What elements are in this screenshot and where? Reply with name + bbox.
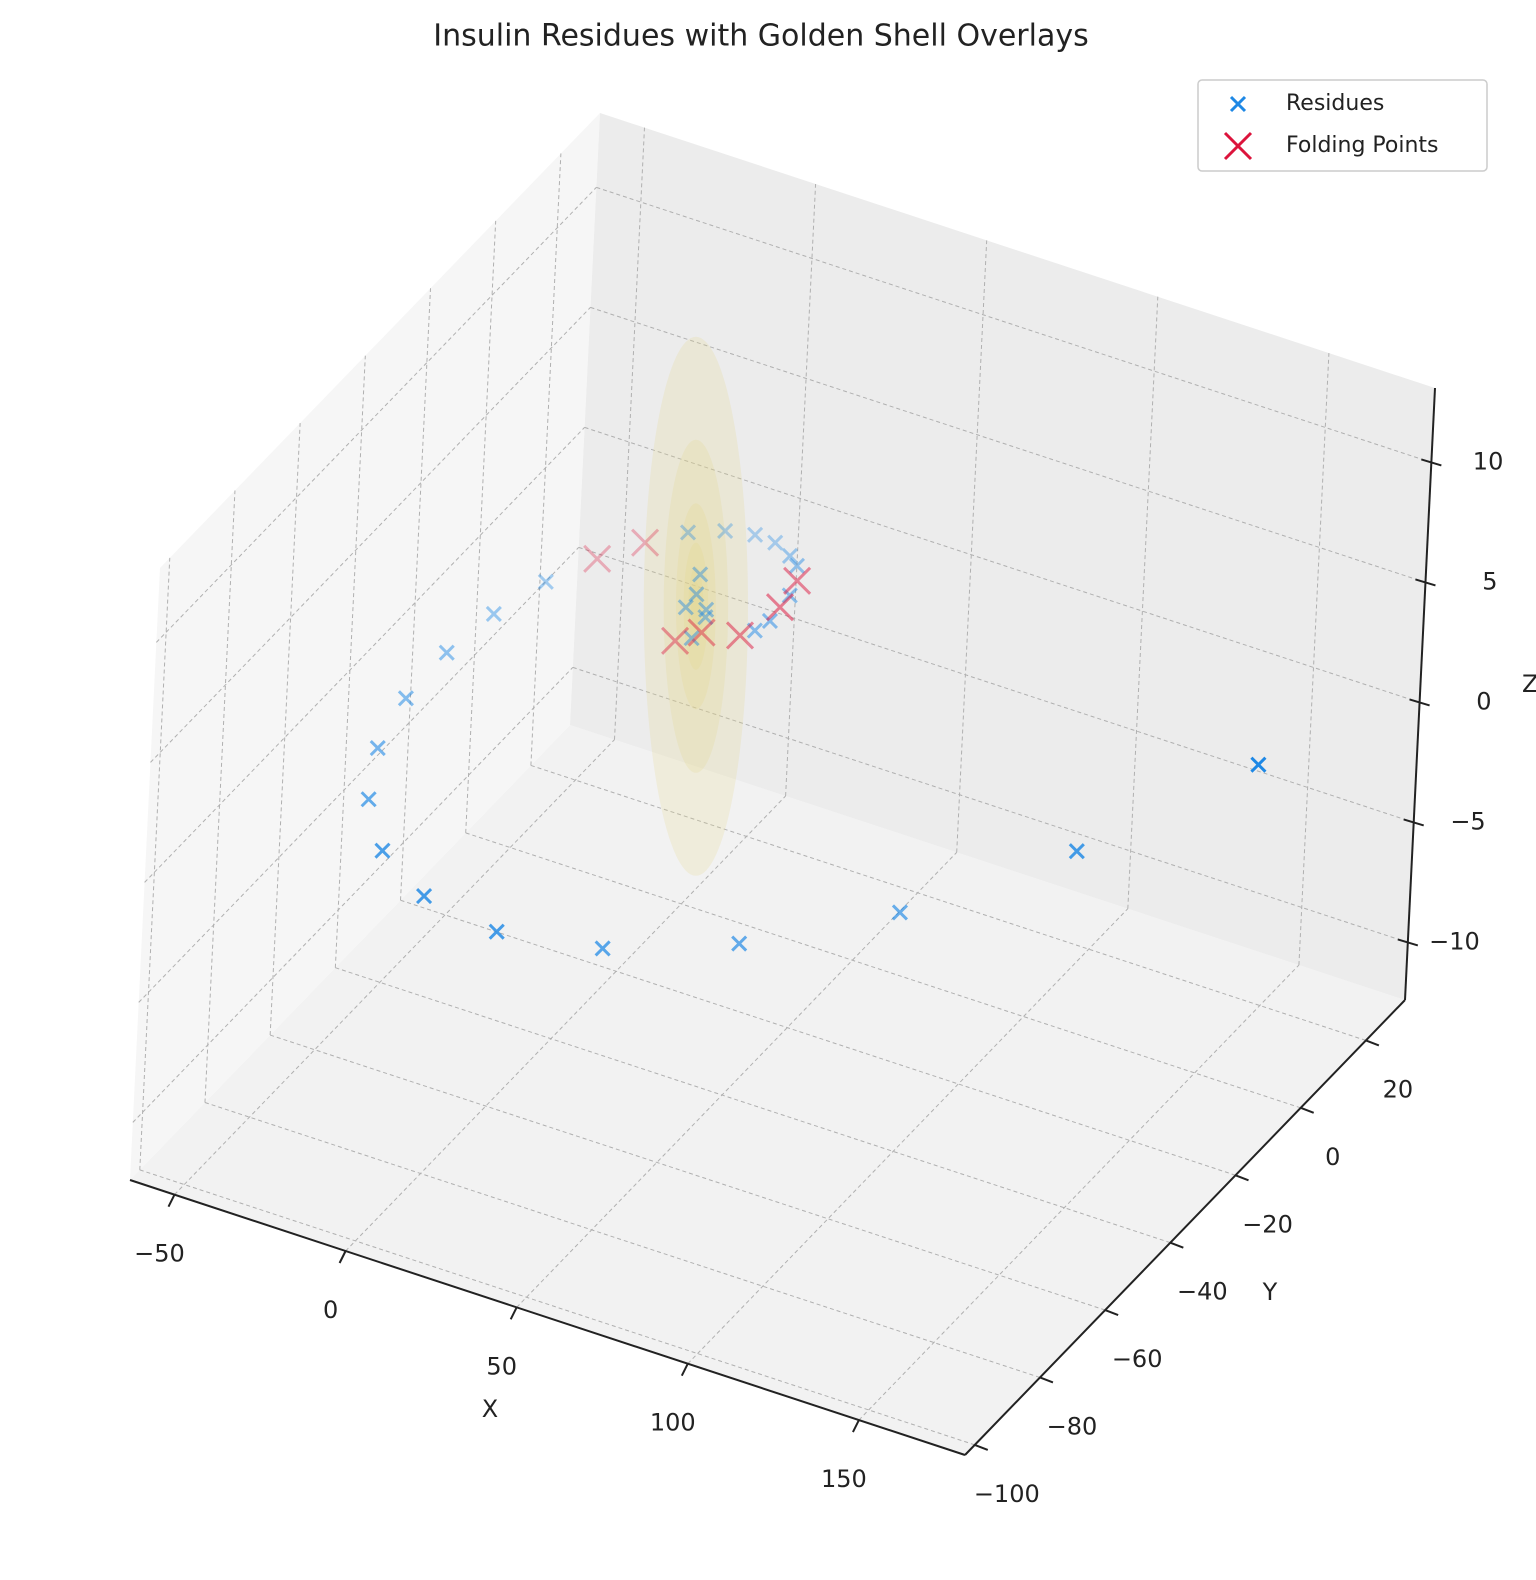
- legend: Residues Folding Points: [1197, 79, 1488, 172]
- data-point: [781, 547, 799, 565]
- data-point: [683, 630, 700, 647]
- data-point: [697, 609, 714, 626]
- x-tick-label: −50: [134, 1240, 185, 1268]
- data-point: [687, 618, 716, 647]
- y-tick: [1169, 1241, 1184, 1249]
- data-point: [397, 690, 414, 707]
- data-point: [360, 791, 377, 808]
- x-tick: [852, 1419, 860, 1433]
- data-point: [746, 622, 763, 639]
- y-tick: [1104, 1309, 1119, 1317]
- data-point: [438, 644, 455, 661]
- y-tick-label: −40: [1177, 1278, 1228, 1306]
- data-point: [788, 557, 806, 574]
- grid-line: [155, 187, 597, 643]
- floor-pane: [130, 725, 1405, 1455]
- axis-line: [964, 999, 1406, 1456]
- data-point: [783, 566, 812, 595]
- grid-line: [144, 427, 585, 883]
- data-point: [485, 605, 502, 623]
- z-tick-label: 5: [1482, 567, 1497, 595]
- data-point: [488, 923, 505, 940]
- y-axis-label: Y: [1262, 1278, 1278, 1306]
- data-point: [374, 842, 391, 859]
- grid-line: [174, 739, 615, 1195]
- x-tick-label: 150: [821, 1465, 867, 1493]
- axis-line: [129, 1179, 966, 1456]
- data-point: [731, 935, 748, 952]
- data-point: [369, 739, 386, 757]
- data-point: [679, 524, 697, 541]
- axis-line: [1404, 387, 1436, 1001]
- z-tick-label: −10: [1429, 927, 1480, 955]
- y-tick-label: 20: [1383, 1075, 1414, 1103]
- x-tick-label: 50: [486, 1352, 517, 1380]
- legend-marker: [1223, 131, 1253, 161]
- x-axis-label: X: [482, 1395, 498, 1423]
- y-tick: [1300, 1106, 1315, 1114]
- chart-title: Insulin Residues with Golden Shell Overl…: [433, 19, 1088, 54]
- z-axis-label: Z: [1522, 670, 1536, 698]
- y-tick: [1235, 1174, 1249, 1182]
- x-tick: [509, 1306, 518, 1320]
- data-point: [537, 573, 554, 590]
- data-point: [747, 526, 764, 543]
- x-tick-label: 100: [650, 1409, 696, 1437]
- grid-line: [138, 547, 580, 1003]
- y-tick-label: −80: [1047, 1412, 1098, 1440]
- golden-shell: [643, 336, 749, 876]
- data-point: [677, 599, 694, 616]
- data-point: [891, 904, 909, 921]
- grid-line: [516, 852, 958, 1308]
- golden-shell: [688, 566, 704, 646]
- golden-shell: [675, 503, 716, 710]
- left-pane: [130, 113, 600, 1180]
- golden-shell: [691, 581, 701, 631]
- y-tick-label: −100: [974, 1480, 1040, 1508]
- z-tick-label: −5: [1450, 807, 1485, 835]
- data-point: [692, 566, 709, 583]
- grid-line: [858, 964, 1300, 1421]
- data-point: [761, 612, 778, 629]
- golden-shell: [683, 542, 709, 670]
- y-tick: [1039, 1376, 1054, 1384]
- y-tick: [1365, 1039, 1380, 1047]
- data-point: [698, 601, 715, 618]
- data-point: [1068, 843, 1085, 860]
- data-point: [725, 621, 755, 650]
- data-point: [583, 544, 612, 573]
- legend-box: [1197, 79, 1488, 172]
- data-point: [631, 528, 660, 557]
- y-tick: [974, 1443, 989, 1451]
- x-tick-label: 0: [323, 1296, 338, 1324]
- legend-label: Folding Points: [1286, 133, 1439, 158]
- grid-line: [150, 307, 591, 763]
- data-point: [765, 593, 795, 622]
- data-point: [594, 940, 611, 957]
- z-tick-label: 0: [1476, 687, 1491, 715]
- x-tick: [680, 1363, 689, 1377]
- legend-label: Residues: [1286, 91, 1384, 116]
- x-tick: [338, 1250, 347, 1264]
- data-point: [688, 586, 705, 603]
- data-point: [661, 626, 690, 655]
- data-point: [717, 522, 734, 539]
- z-tick-label: 10: [1473, 447, 1504, 475]
- data-point: [767, 534, 784, 551]
- grid-line: [132, 667, 574, 1123]
- data-point: [416, 888, 433, 905]
- y-tick-label: −20: [1242, 1210, 1293, 1238]
- legend-marker: [1229, 95, 1247, 113]
- data-point: [1250, 756, 1267, 773]
- grid-line: [345, 795, 786, 1252]
- y-tick-label: 0: [1325, 1143, 1340, 1171]
- y-tick-label: −60: [1112, 1345, 1163, 1373]
- x-tick: [167, 1194, 176, 1208]
- golden-shell: [663, 439, 729, 773]
- grid-line: [687, 908, 1129, 1365]
